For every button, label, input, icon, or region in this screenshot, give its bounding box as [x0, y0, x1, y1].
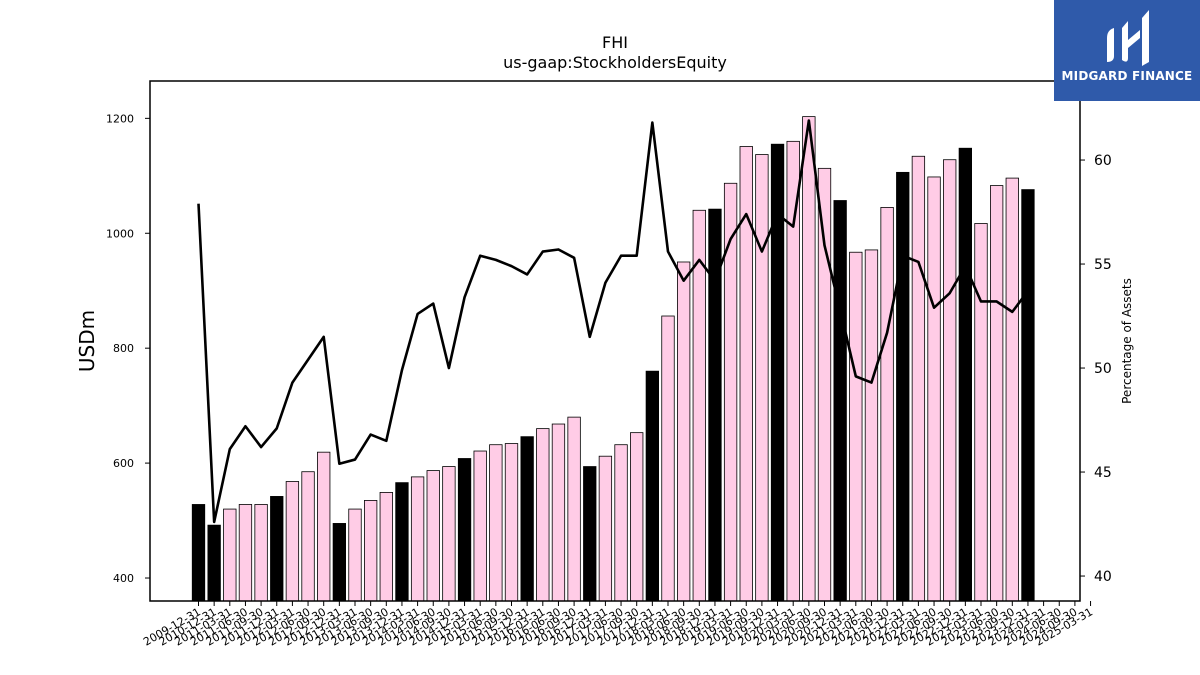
bar	[442, 466, 456, 602]
y2-tick-label: 40	[1094, 569, 1112, 585]
bar	[583, 466, 597, 602]
bar	[536, 428, 550, 602]
bar	[630, 432, 644, 602]
bar	[504, 443, 519, 602]
bar	[317, 451, 331, 602]
bar	[567, 416, 581, 602]
bar	[551, 423, 566, 602]
bar	[457, 458, 472, 602]
bar	[896, 171, 910, 602]
y2-tick-label: 45	[1094, 465, 1112, 481]
bar	[958, 147, 972, 602]
bar	[379, 491, 393, 602]
bar	[191, 504, 206, 602]
bar	[426, 470, 440, 602]
bar-group	[191, 116, 1035, 602]
y-axis-label: USDm	[75, 310, 99, 372]
y-axis-left: 400 600 800 1000 1200	[106, 112, 150, 585]
bar	[723, 182, 738, 602]
bar	[817, 167, 832, 602]
bar	[880, 207, 894, 602]
bar	[943, 159, 957, 602]
y-tick-label: 400	[113, 572, 134, 585]
plot-frame	[149, 80, 1081, 602]
bar	[520, 436, 534, 602]
brand-name: MIDGARD FINANCE	[1061, 69, 1193, 83]
bar	[254, 504, 268, 602]
bar	[645, 370, 659, 602]
bar	[833, 200, 847, 602]
bar	[1021, 189, 1035, 602]
y2-tick-label: 60	[1094, 153, 1112, 169]
y-tick-label: 600	[113, 457, 134, 470]
bar	[489, 444, 503, 602]
bar	[990, 185, 1004, 602]
chart-subtitle: us-gaap:StockholdersEquity	[503, 53, 727, 72]
bar	[927, 176, 941, 602]
bar	[802, 116, 816, 602]
y-tick-label: 1000	[106, 227, 134, 240]
bar	[348, 508, 362, 602]
bar	[301, 471, 315, 602]
bar	[598, 455, 613, 602]
y2-tick-label: 55	[1094, 257, 1112, 273]
x-axis: 2009-12-312010-12-312011-03-312011-06-30…	[141, 601, 1095, 649]
bar	[332, 523, 347, 602]
bar	[911, 155, 926, 602]
brand-logo: MIDGARD FINANCE	[1054, 0, 1200, 101]
bar	[692, 209, 706, 602]
bar	[207, 524, 221, 602]
bar	[363, 500, 378, 602]
y-axis-right: 40 45 50 55 60	[1080, 153, 1112, 585]
bar	[786, 140, 800, 602]
bar	[270, 496, 284, 602]
bar	[410, 476, 425, 602]
y2-tick-label: 50	[1094, 361, 1112, 377]
bar	[1005, 177, 1019, 602]
bar	[238, 504, 253, 602]
bar	[864, 249, 879, 602]
bar	[285, 481, 300, 602]
bar	[849, 251, 863, 602]
bar	[395, 482, 409, 602]
midgard-logo-icon	[1054, 0, 1200, 101]
bar	[473, 450, 487, 602]
y-tick-label: 1200	[106, 112, 134, 125]
bar	[223, 508, 237, 602]
bar	[974, 223, 988, 602]
bar	[661, 315, 675, 602]
line-series-group	[197, 119, 1029, 524]
y-tick-label: 800	[113, 342, 134, 355]
y2-axis-label: Percentage of Assets	[1120, 278, 1134, 404]
line-series	[197, 119, 1029, 524]
bar	[770, 143, 785, 602]
bar	[677, 261, 691, 602]
bar	[614, 444, 628, 602]
chart-title: FHI	[602, 33, 628, 52]
bar	[755, 154, 769, 602]
